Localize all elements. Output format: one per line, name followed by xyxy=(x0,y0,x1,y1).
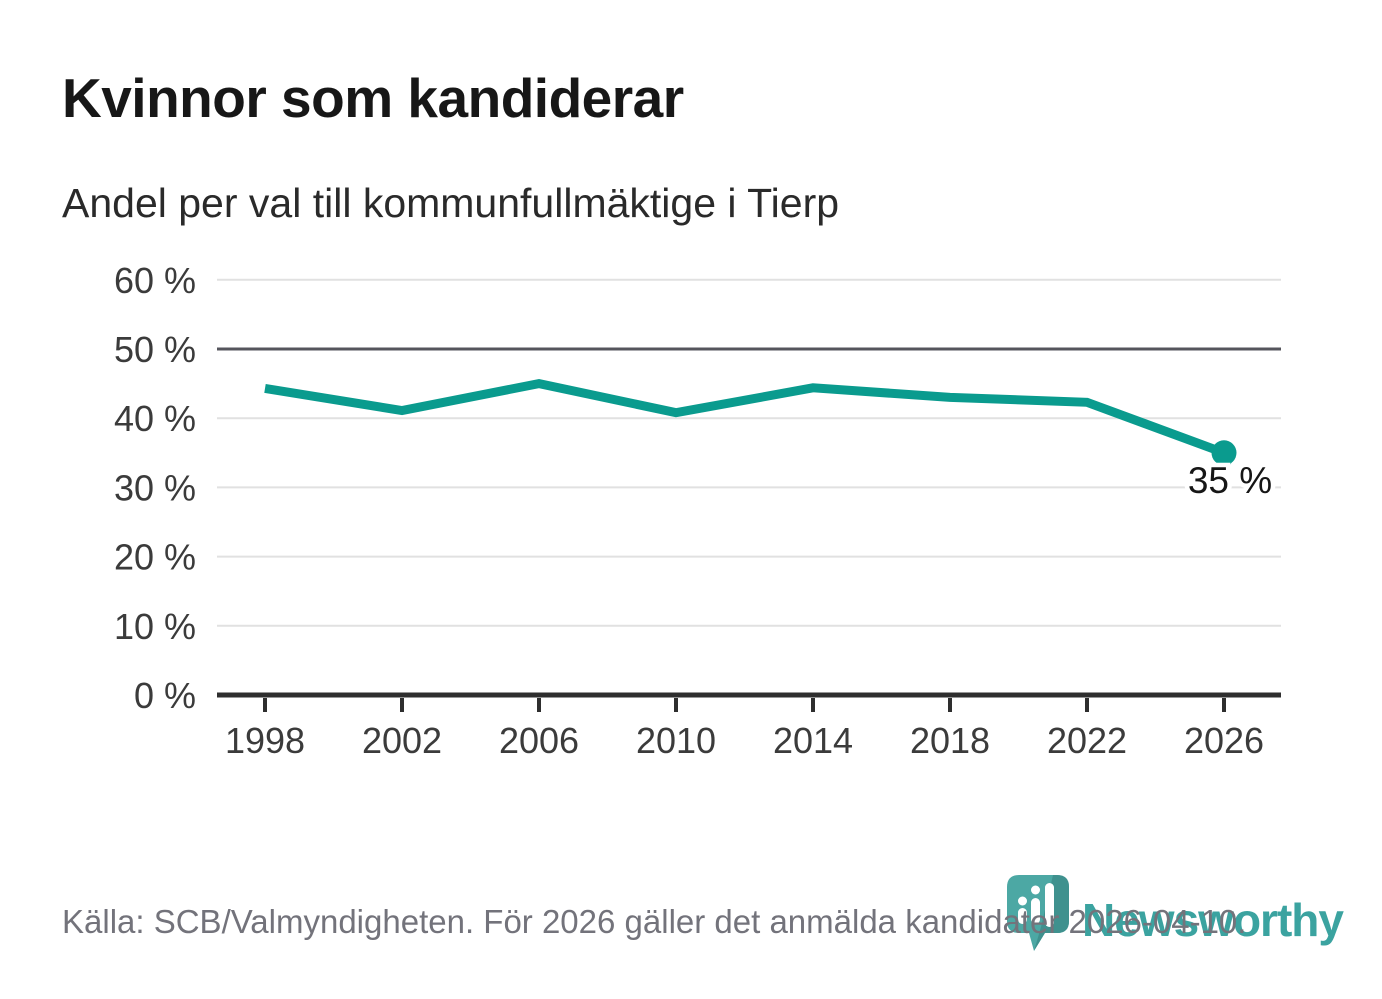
data-series: 35 % xyxy=(264,379,1277,505)
logo-bar xyxy=(1031,898,1040,924)
y-tick-label: 40 % xyxy=(114,398,196,439)
logo-dot xyxy=(1018,896,1027,906)
source-note: Källa: SCB/Valmyndigheten. För 2026 gäll… xyxy=(62,903,1247,940)
end-point-marker xyxy=(1211,440,1237,466)
brand-wordmark: Newsworthy xyxy=(1082,894,1344,946)
y-tick-label: 30 % xyxy=(114,467,196,508)
x-tick-label: 2010 xyxy=(636,720,716,761)
end-value-label: 35 % xyxy=(1188,460,1272,501)
logo-bar xyxy=(1045,883,1054,927)
y-tick-label: 60 % xyxy=(114,260,196,301)
y-tick-label: 10 % xyxy=(114,606,196,647)
x-tick-label: 2006 xyxy=(499,720,579,761)
x-axis-labels: 1998 2002 2006 2010 2014 2018 2022 2026 xyxy=(225,720,1264,761)
y-tick-label: 50 % xyxy=(114,329,196,370)
chart-subtitle: Andel per val till kommunfullmäktige i T… xyxy=(62,180,840,226)
data-line xyxy=(264,379,1226,458)
x-tick-label: 1998 xyxy=(225,720,305,761)
y-axis-labels: 0 % 10 % 20 % 30 % 40 % 50 % 60 % xyxy=(114,260,196,716)
logo-dot xyxy=(1031,885,1040,895)
y-tick-label: 0 % xyxy=(134,675,196,716)
gridlines xyxy=(217,278,1281,627)
x-tick-label: 2014 xyxy=(773,720,853,761)
y-tick-label: 20 % xyxy=(114,537,196,578)
x-tick-label: 2002 xyxy=(362,720,442,761)
x-tick-label: 2026 xyxy=(1184,720,1264,761)
logo-bar xyxy=(1018,908,1027,924)
newsworthy-logo-icon xyxy=(1007,875,1069,951)
chart-title: Kvinnor som kandiderar xyxy=(62,67,684,129)
x-axis xyxy=(217,692,1281,712)
x-tick-label: 2018 xyxy=(910,720,990,761)
x-tick-label: 2022 xyxy=(1047,720,1127,761)
